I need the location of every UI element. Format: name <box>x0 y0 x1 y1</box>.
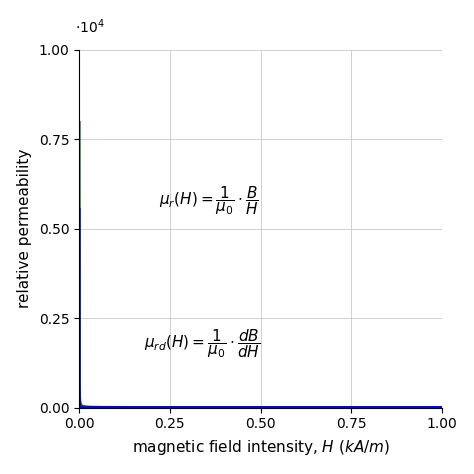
Y-axis label: relative permeability: relative permeability <box>17 149 32 309</box>
Text: $\mu_r(H) = \dfrac{1}{\mu_0} \cdot \dfrac{B}{H}$: $\mu_r(H) = \dfrac{1}{\mu_0} \cdot \dfra… <box>159 184 259 217</box>
Text: $\cdot10^4$: $\cdot10^4$ <box>75 17 105 36</box>
Text: $\mu_{rd}(H) = \dfrac{1}{\mu_0} \cdot \dfrac{dB}{dH}$: $\mu_{rd}(H) = \dfrac{1}{\mu_0} \cdot \d… <box>145 327 261 360</box>
X-axis label: magnetic field intensity, $H$ $(kA/m)$: magnetic field intensity, $H$ $(kA/m)$ <box>131 438 390 457</box>
